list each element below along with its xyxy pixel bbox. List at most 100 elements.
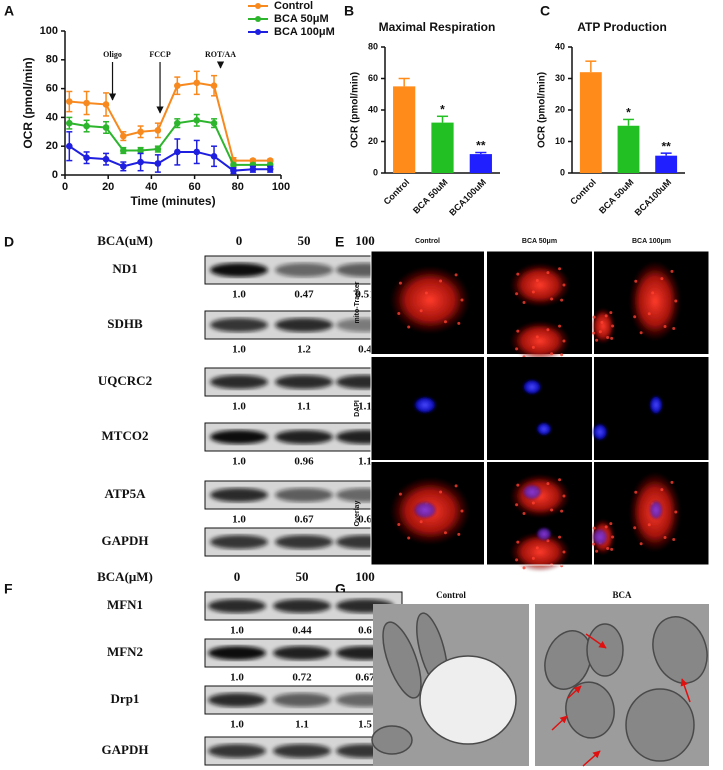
data-point	[137, 158, 144, 166]
mito-speck	[560, 298, 564, 302]
mito-speck	[558, 478, 562, 482]
mito-speck	[443, 531, 447, 535]
bar	[655, 155, 678, 173]
em-arrow	[567, 685, 582, 699]
quantification: 0.67	[355, 672, 375, 684]
blot-band	[208, 599, 266, 613]
blot-band	[208, 693, 266, 707]
data-point	[83, 154, 90, 162]
mito-speck	[515, 503, 519, 507]
y-tick-label: 60	[368, 73, 378, 83]
data-point	[120, 132, 127, 140]
y-tick-label: 0	[560, 167, 565, 177]
mito-speck	[550, 508, 554, 512]
panel-letter: C	[540, 3, 550, 19]
nucleus	[649, 500, 663, 520]
mito-signal	[510, 263, 570, 307]
blot-band	[275, 375, 333, 389]
x-tick-label: 20	[102, 181, 114, 193]
data-point	[193, 116, 201, 124]
legend-label: BCA 100μM	[274, 26, 335, 38]
column-label: Control	[415, 238, 440, 245]
mito-speck	[558, 535, 562, 539]
row-label: Overlay	[354, 501, 361, 527]
protein-label: MFN1	[107, 597, 143, 612]
nucleus	[592, 423, 608, 441]
mitochondrion	[652, 616, 708, 684]
quantification: 0.4	[358, 344, 372, 356]
panel-letter: G	[335, 581, 346, 597]
significance: **	[661, 139, 671, 153]
y-tick-label: 100	[40, 25, 58, 37]
protein-label: ATP5A	[105, 486, 147, 501]
legend-marker	[255, 3, 261, 9]
protein-label: UQCRC2	[98, 373, 152, 388]
data-point	[102, 124, 110, 131]
mito-speck	[419, 520, 423, 524]
mito-speck	[516, 540, 520, 544]
blot-band	[273, 599, 331, 613]
quantification: 0.51	[355, 289, 374, 301]
blot-band	[210, 375, 268, 389]
quantification: 0.6	[358, 514, 372, 526]
data-point	[154, 127, 162, 134]
bar	[431, 122, 454, 173]
protein-label: SDHB	[107, 316, 143, 331]
mito-speck	[531, 501, 535, 505]
mito-speck	[522, 566, 526, 570]
data-point	[193, 79, 201, 87]
x-tick-label: 60	[188, 181, 200, 193]
quantification: 1.2	[297, 344, 311, 356]
x-tick-label: BCA 50uM	[597, 177, 636, 216]
nucleus	[413, 396, 437, 414]
mitochondrion	[382, 621, 422, 699]
quantification: 0.6	[358, 625, 372, 637]
em-arrow	[680, 678, 691, 703]
mito-speck	[674, 510, 678, 514]
y-tick-label: 40	[368, 104, 378, 114]
blot-band	[275, 318, 333, 332]
mito-speck	[546, 271, 550, 275]
significance: *	[626, 106, 631, 120]
mito-speck	[460, 298, 464, 302]
mito-speck	[595, 549, 599, 553]
mito-signal	[510, 532, 570, 572]
dose-label: 50	[298, 233, 311, 248]
bar	[617, 125, 640, 173]
nucleus	[522, 484, 542, 500]
dose-label: 0	[234, 569, 241, 584]
mito-speck	[558, 324, 562, 328]
mito-speck	[647, 523, 651, 527]
mito-speck	[672, 537, 676, 541]
mito-speck	[515, 292, 519, 296]
x-tick-label: BCA 50uM	[411, 177, 450, 216]
y-tick-label: 0	[373, 167, 378, 177]
blot-band	[275, 488, 333, 502]
mito-speck	[610, 336, 614, 340]
mito-speck	[531, 556, 535, 560]
quantification: 1.0	[232, 344, 246, 356]
mito-speck	[634, 490, 638, 494]
blot-band	[208, 646, 266, 660]
data-point	[102, 101, 110, 108]
mito-speck	[562, 283, 566, 287]
blot-band	[275, 263, 333, 277]
mitochondrion	[625, 688, 695, 762]
data-point	[66, 98, 73, 105]
mito-speck	[639, 331, 643, 335]
mito-speck	[604, 525, 608, 529]
em-arrow	[551, 715, 568, 731]
blot-band	[210, 318, 268, 332]
y-tick-label: 80	[46, 54, 58, 66]
mito-speck	[562, 550, 566, 554]
mito-speck	[633, 526, 637, 530]
x-tick-label: 0	[62, 181, 68, 193]
mito-speck	[531, 290, 535, 294]
mito-speck	[424, 291, 428, 295]
mitochondrion	[371, 725, 413, 755]
mito-speck	[419, 309, 423, 313]
mito-speck	[546, 328, 550, 332]
panel-letter: B	[344, 3, 354, 19]
blot-band	[273, 744, 331, 758]
